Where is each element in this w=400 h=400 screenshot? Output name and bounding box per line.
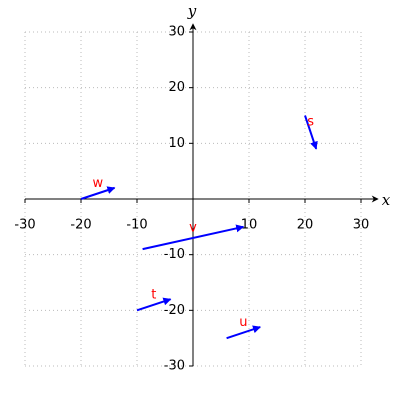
x-axis-label: x: [382, 191, 391, 209]
y-tick-label: 30: [168, 25, 185, 40]
y-tick-label: -30: [164, 359, 185, 374]
y-axis-label: y: [187, 2, 197, 20]
vector-arrow: [136, 297, 172, 312]
x-tick-label: -30: [14, 218, 35, 233]
vector-arrow: [226, 325, 261, 340]
vector-arrow: [304, 115, 318, 150]
vector-arrow: [142, 224, 245, 251]
y-tick-label: 20: [168, 80, 185, 95]
vector-arrow: [80, 186, 116, 200]
x-tick-label: -10: [126, 218, 147, 233]
x-tick-label: 10: [241, 218, 258, 233]
vector-label: u: [239, 315, 247, 330]
y-tick-label: 10: [168, 136, 185, 151]
x-tick-label: -20: [70, 218, 91, 233]
vector-label: t: [151, 287, 156, 302]
vector-label: s: [307, 115, 314, 130]
x-tick-label: 20: [297, 218, 314, 233]
y-tick-label: -10: [164, 247, 185, 262]
vector-label: v: [189, 220, 197, 235]
y-tick-label: -20: [164, 303, 185, 318]
vector-label: w: [92, 176, 103, 191]
x-tick-label: 30: [353, 218, 370, 233]
